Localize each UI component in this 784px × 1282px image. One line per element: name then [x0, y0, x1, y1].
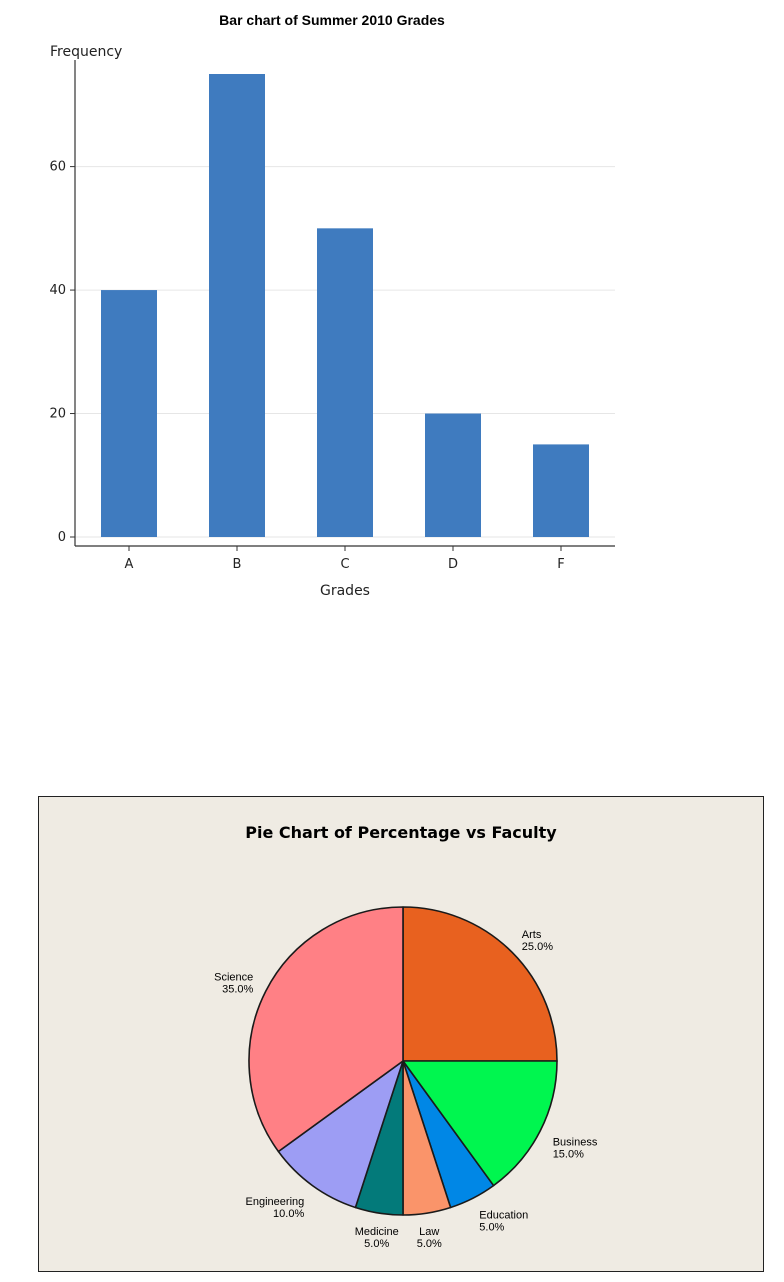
pie-label-name: Education: [479, 1210, 528, 1222]
pie-chart-panel: Pie Chart of Percentage vs Faculty Arts 2…: [38, 796, 764, 1272]
pie-label-percent: 25.0%: [522, 941, 553, 953]
pie-chart-title: Pie Chart of Percentage vs Faculty: [245, 823, 557, 842]
bar-chart-title: Bar chart of Summer 2010 Grades: [219, 12, 445, 28]
pie-label-percent: 5.0%: [479, 1222, 504, 1234]
pie-slice-business: [402, 1060, 558, 1187]
pie-label-percent: 35.0%: [222, 984, 253, 996]
bar-chart-y-axis-label: Frequency: [50, 44, 122, 60]
bar-x-tick-label: B: [233, 557, 242, 572]
bar-y-tick-label: 60: [49, 160, 66, 175]
bar-chart-bars: [101, 74, 589, 538]
pie-label-percent: 5.0%: [364, 1238, 389, 1250]
pie-label-percent: 10.0%: [273, 1208, 304, 1220]
bar-x-tick-label: D: [448, 557, 458, 572]
pie-label-percent: 15.0%: [553, 1148, 584, 1160]
pie-chart: Pie Chart of Percentage vs Faculty Arts2…: [214, 823, 598, 1250]
bar-b: [209, 74, 265, 537]
pie-chart-slices: [248, 906, 558, 1216]
bar-a: [101, 290, 157, 537]
pie-slice-arts: [402, 906, 558, 1062]
bar-chart: Bar chart of Summer 2010 Grades Frequenc…: [49, 12, 615, 599]
bar-y-tick-label: 20: [49, 407, 66, 422]
bar-y-tick-label: 40: [49, 283, 66, 298]
bar-d: [425, 413, 481, 537]
pie-label-name: Medicine: [355, 1226, 399, 1238]
bar-x-tick-label: A: [125, 557, 134, 572]
pie-slice-science: [248, 906, 404, 1153]
bar-x-tick-label: F: [557, 557, 564, 572]
pie-label-name: Arts: [522, 929, 542, 941]
pie-label-percent: 5.0%: [417, 1238, 442, 1250]
bar-c: [317, 228, 373, 538]
pie-slice-engineering: [277, 1060, 404, 1209]
bar-f: [533, 444, 589, 537]
pie-label-name: Business: [553, 1136, 598, 1148]
pie-label-name: Science: [214, 972, 253, 984]
bar-y-tick-label: 0: [58, 530, 66, 545]
bar-chart-x-axis-label: Grades: [320, 583, 370, 599]
pie-label-name: Law: [419, 1226, 439, 1238]
bar-chart-y-ticks: 0 20 40 60: [49, 160, 75, 545]
pie-label-name: Engineering: [246, 1196, 305, 1208]
pie-chart-labels: Arts25.0%Business15.0%Education5.0%Law5.…: [214, 929, 598, 1250]
bar-x-tick-label: C: [340, 557, 349, 572]
